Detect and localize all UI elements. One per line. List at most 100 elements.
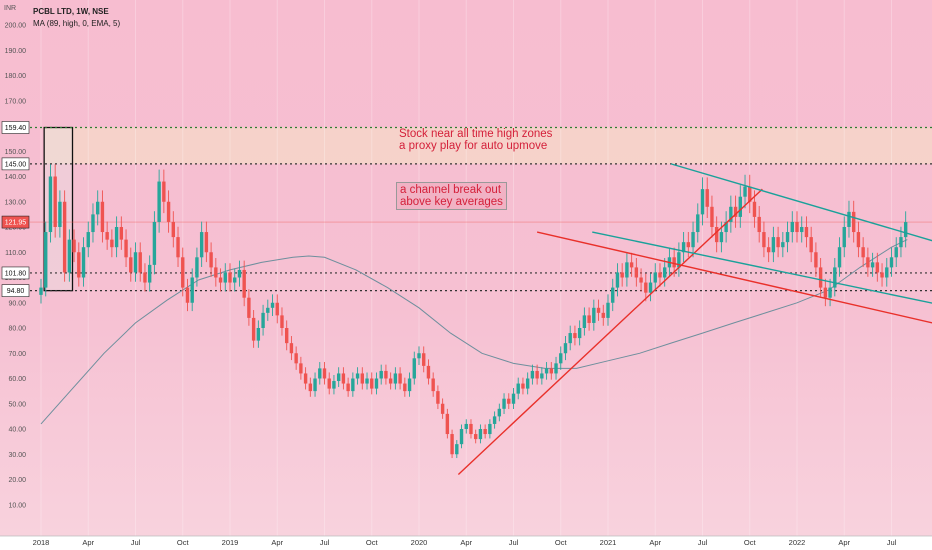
candle[interactable] (469, 419, 473, 439)
candle[interactable] (445, 408, 450, 439)
candle[interactable] (124, 229, 128, 267)
candle[interactable] (677, 242, 681, 277)
candle[interactable] (105, 221, 109, 250)
candle[interactable] (663, 258, 667, 287)
candle[interactable] (762, 221, 766, 258)
candle[interactable] (294, 346, 298, 370)
candle[interactable] (370, 372, 374, 395)
candle[interactable] (251, 310, 256, 348)
candle[interactable] (809, 226, 813, 263)
candle[interactable] (738, 185, 742, 228)
candle[interactable] (129, 247, 133, 282)
candle[interactable] (53, 164, 57, 238)
candle[interactable] (261, 304, 265, 336)
candle[interactable] (91, 203, 95, 243)
candle[interactable] (110, 229, 114, 258)
candle[interactable] (478, 424, 483, 444)
candle[interactable] (209, 242, 213, 277)
candle[interactable] (308, 377, 313, 397)
candle[interactable] (280, 307, 284, 336)
candle[interactable] (521, 377, 525, 395)
candle[interactable] (86, 221, 90, 258)
candle[interactable] (147, 255, 152, 292)
candle[interactable] (766, 237, 771, 263)
candle[interactable] (625, 252, 629, 287)
candle[interactable] (733, 195, 738, 228)
candle[interactable] (502, 393, 506, 414)
candle[interactable] (313, 372, 317, 397)
candle[interactable] (530, 364, 535, 385)
candle[interactable] (804, 216, 809, 248)
trendline-channel-upper[interactable] (670, 163, 932, 247)
candle[interactable] (384, 364, 388, 385)
candle[interactable] (559, 346, 563, 370)
candle[interactable] (781, 231, 785, 258)
candle[interactable] (856, 221, 861, 258)
candle[interactable] (577, 320, 582, 346)
candle[interactable] (436, 385, 440, 410)
candle[interactable] (644, 273, 648, 302)
candle[interactable] (199, 221, 204, 267)
candle[interactable] (525, 372, 530, 395)
candle[interactable] (889, 247, 894, 277)
candle[interactable] (714, 216, 719, 253)
candle[interactable] (162, 169, 166, 214)
candle[interactable] (72, 229, 76, 263)
candle[interactable] (422, 346, 426, 373)
candle[interactable] (81, 237, 86, 287)
candle[interactable] (223, 263, 227, 292)
candle[interactable] (535, 364, 539, 385)
candle[interactable] (417, 346, 421, 365)
trendline-layer[interactable] (457, 163, 932, 475)
candle[interactable] (639, 268, 643, 292)
candle[interactable] (554, 356, 558, 380)
candle[interactable] (785, 221, 790, 253)
candle[interactable] (143, 263, 147, 292)
candle[interactable] (62, 190, 67, 282)
candle[interactable] (332, 375, 336, 395)
trendline-channel-lower[interactable] (592, 231, 932, 308)
candle[interactable] (837, 237, 842, 277)
candle[interactable] (724, 211, 728, 243)
candle[interactable] (634, 258, 639, 287)
candle[interactable] (629, 252, 634, 277)
candle[interactable] (195, 247, 199, 287)
candle[interactable] (748, 174, 752, 214)
candle[interactable] (114, 216, 119, 258)
candle[interactable] (355, 367, 360, 385)
candle[interactable] (743, 174, 747, 209)
indicator-legend[interactable]: MA (89, high, 0, EMA, 5) (33, 19, 121, 28)
candle[interactable] (771, 226, 776, 263)
candle[interactable] (852, 200, 856, 243)
candle[interactable] (795, 211, 799, 243)
candle[interactable] (540, 367, 544, 385)
candle[interactable] (823, 278, 828, 307)
trendline-rising-support[interactable] (457, 188, 763, 475)
candle[interactable] (412, 351, 416, 385)
candle[interactable] (77, 242, 81, 287)
candle[interactable] (398, 367, 402, 390)
candle[interactable] (247, 289, 251, 326)
candle[interactable] (757, 205, 761, 243)
candle[interactable] (322, 362, 327, 385)
candle[interactable] (44, 221, 48, 297)
candle[interactable] (303, 367, 308, 390)
candle[interactable] (833, 258, 837, 297)
candle[interactable] (818, 258, 823, 297)
candle[interactable] (648, 273, 653, 302)
candle[interactable] (440, 398, 445, 419)
candle[interactable] (705, 177, 709, 219)
candle[interactable] (228, 263, 232, 292)
candle[interactable] (885, 258, 889, 287)
candle[interactable] (620, 263, 624, 287)
candle[interactable] (615, 263, 620, 297)
candle[interactable] (455, 440, 459, 459)
candle[interactable] (341, 367, 346, 390)
candle[interactable] (903, 211, 908, 248)
candle[interactable] (204, 221, 209, 263)
candle[interactable] (157, 169, 161, 233)
candle[interactable] (256, 320, 261, 348)
candle[interactable] (119, 216, 124, 250)
candle[interactable] (365, 372, 369, 390)
candle[interactable] (497, 403, 502, 422)
